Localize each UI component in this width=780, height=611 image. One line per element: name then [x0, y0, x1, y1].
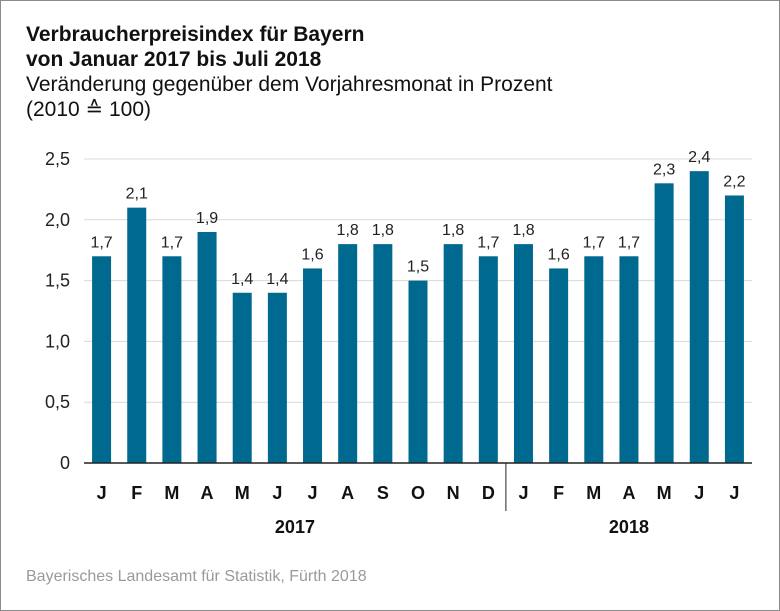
bar: [654, 183, 674, 463]
x-tick-label: A: [201, 483, 214, 503]
bar: [232, 292, 252, 463]
title-block: Verbraucherpreisindex für Bayern von Jan…: [26, 22, 553, 122]
y-tick-label: 2,5: [45, 149, 70, 169]
bar: [197, 231, 217, 463]
data-label: 2,1: [126, 186, 148, 203]
x-tick-label: D: [482, 483, 495, 503]
data-label: 2,3: [653, 161, 675, 178]
bar: [513, 244, 533, 463]
x-tick-label: M: [586, 483, 601, 503]
chart-title-line2: von Januar 2017 bis Juli 2018: [26, 48, 322, 71]
bar: [127, 207, 147, 463]
bar: [619, 256, 639, 463]
x-tick-label: J: [97, 483, 107, 503]
x-tick-label: J: [729, 483, 739, 503]
data-label: 1,7: [477, 234, 499, 251]
bar: [267, 292, 287, 463]
bar: [92, 256, 112, 463]
bar: [373, 244, 393, 463]
x-tick-label: F: [131, 483, 142, 503]
data-label: 1,6: [548, 246, 570, 263]
data-label: 1,4: [266, 271, 288, 288]
x-tick-label: M: [235, 483, 250, 503]
bar: [443, 244, 463, 463]
x-tick-label: A: [622, 483, 635, 503]
data-label: 1,7: [161, 234, 183, 251]
data-label: 1,8: [337, 222, 359, 239]
x-tick-label: J: [518, 483, 528, 503]
data-label: 1,8: [372, 222, 394, 239]
year-group-label: 2018: [609, 517, 649, 537]
year-group-label: 2017: [275, 517, 315, 537]
bar: [724, 195, 744, 464]
bar: [689, 171, 709, 463]
data-label: 2,2: [723, 173, 745, 190]
y-tick-label: 1,0: [45, 331, 70, 351]
x-tick-label: J: [272, 483, 282, 503]
source-note: Bayerisches Landesamt für Statistik, Für…: [26, 568, 367, 585]
data-label: 1,8: [442, 222, 464, 239]
y-tick-label: 0,5: [45, 392, 70, 412]
bar: [408, 280, 428, 463]
x-tick-label: M: [164, 483, 179, 503]
y-tick-label: 1,5: [45, 271, 70, 291]
chart-title-line1: Verbraucherpreisindex für Bayern: [26, 23, 365, 46]
x-tick-label: M: [657, 483, 672, 503]
x-tick-label: J: [308, 483, 318, 503]
y-tick-label: 0: [60, 453, 70, 473]
x-tick-label: S: [377, 483, 389, 503]
data-label: 1,7: [583, 234, 605, 251]
x-tick-label: A: [341, 483, 354, 503]
bar: [338, 244, 358, 463]
chart-subtitle-line2: (2010 ≙ 100): [26, 98, 152, 121]
bar: [478, 256, 498, 463]
data-label: 1,5: [407, 259, 429, 276]
data-label: 1,7: [618, 234, 640, 251]
bar: [549, 268, 569, 463]
x-tick-label: O: [411, 483, 425, 503]
bar: [584, 256, 604, 463]
chart-subtitle-line1: Veränderung gegenüber dem Vorjahresmonat…: [26, 73, 553, 96]
data-label: 1,4: [231, 271, 253, 288]
bar: [162, 256, 182, 463]
data-label: 1,6: [301, 246, 323, 263]
data-label: 1,7: [90, 234, 112, 251]
x-tick-label: N: [447, 483, 460, 503]
data-label: 2,4: [688, 149, 710, 166]
bar: [303, 268, 323, 463]
x-tick-label: F: [553, 483, 564, 503]
y-tick-label: 2,0: [45, 210, 70, 230]
x-tick-label: J: [694, 483, 704, 503]
data-label: 1,9: [196, 210, 218, 227]
data-label: 1,8: [512, 222, 534, 239]
